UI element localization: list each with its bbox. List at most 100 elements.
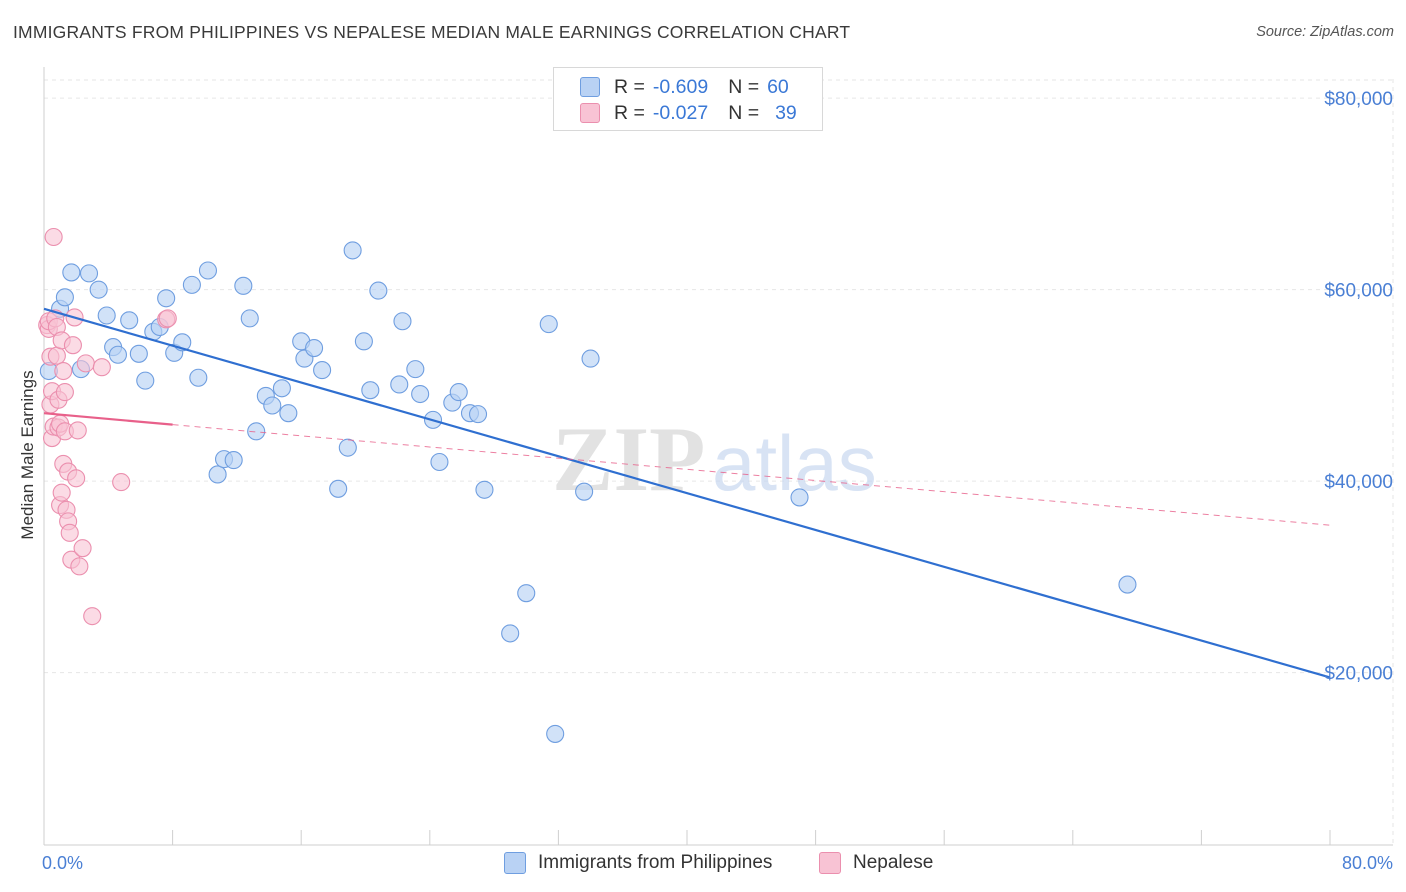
philippines-point bbox=[224, 451, 243, 470]
philippines-point bbox=[189, 368, 208, 387]
philippines-point bbox=[198, 261, 218, 280]
philippines-point bbox=[430, 452, 449, 472]
philippines-point bbox=[89, 280, 108, 299]
philippines-point bbox=[468, 405, 488, 424]
philippines-point bbox=[354, 332, 373, 351]
legend-r-value: -0.609 bbox=[652, 75, 709, 98]
philippines-point bbox=[411, 384, 430, 404]
philippines-point bbox=[501, 624, 520, 643]
nepalese-trend-line bbox=[43, 412, 173, 426]
legend-row-nepalese: R = -0.027 N = 39 bbox=[580, 102, 797, 124]
philippines-swatch bbox=[580, 77, 600, 97]
philippines-legend-swatch bbox=[504, 852, 526, 874]
y-tick-label: $20,000 bbox=[1324, 664, 1393, 685]
nepalese-point bbox=[76, 354, 95, 373]
chart-title: IMMIGRANTS FROM PHILIPPINES VS NEPALESE … bbox=[13, 22, 851, 42]
nepalese-point bbox=[60, 523, 79, 542]
watermark: ZIP atlas bbox=[552, 408, 877, 510]
philippines-point bbox=[575, 482, 594, 501]
nepalese-point bbox=[92, 358, 111, 377]
nepalese-point bbox=[83, 607, 102, 626]
philippines-point bbox=[157, 289, 176, 308]
philippines-point bbox=[539, 315, 558, 334]
philippines-point bbox=[546, 724, 565, 743]
philippines-point bbox=[55, 288, 74, 307]
philippines-points bbox=[39, 241, 1137, 743]
philippines-point bbox=[129, 344, 148, 363]
legend-r-label: R = bbox=[614, 75, 645, 98]
nepalese-point bbox=[44, 227, 63, 247]
x-tick-label-max: 80.0% bbox=[1342, 853, 1393, 873]
chart-source: Source: ZipAtlas.com bbox=[1256, 24, 1394, 40]
y-tick-labels: $80,000 $60,000 $40,000 $20,000 bbox=[1324, 89, 1393, 685]
philippines-point bbox=[369, 281, 388, 300]
philippines-point bbox=[390, 375, 409, 394]
philippines-point bbox=[343, 241, 362, 260]
nepalese-swatch bbox=[580, 103, 600, 123]
correlation-legend: R = -0.609 N = 60 R = -0.027 N = 39 bbox=[553, 67, 823, 131]
philippines-point bbox=[247, 422, 266, 441]
philippines-point bbox=[449, 383, 468, 402]
legend-item-nepalese: Nepalese bbox=[819, 852, 933, 874]
philippines-point bbox=[272, 379, 291, 398]
legend-r-value: -0.027 bbox=[652, 101, 709, 124]
legend-n-label: N = bbox=[728, 75, 760, 98]
philippines-point bbox=[136, 371, 155, 390]
philippines-point bbox=[338, 438, 357, 457]
y-axis-label: Median Male Earnings bbox=[18, 370, 37, 539]
legend-r-label: R = bbox=[614, 101, 645, 124]
legend-row-philippines: R = -0.609 N = 60 bbox=[580, 76, 789, 98]
nepalese-point bbox=[63, 336, 82, 355]
nepalese-trend-dashed bbox=[172, 424, 1331, 526]
legend-n-label: N = bbox=[728, 101, 760, 124]
x-tick-label-min: 0.0% bbox=[42, 853, 83, 873]
philippines-point bbox=[234, 276, 253, 295]
philippines-point bbox=[79, 264, 99, 283]
trend-lines bbox=[43, 307, 1331, 679]
nepalese-point bbox=[70, 557, 89, 576]
nepalese-point bbox=[73, 539, 92, 558]
philippines-point bbox=[1118, 575, 1137, 594]
nepalese-legend-swatch bbox=[819, 852, 841, 874]
nepalese-point bbox=[68, 421, 87, 440]
philippines-point bbox=[329, 479, 348, 498]
y-tick-label: $80,000 bbox=[1324, 89, 1393, 110]
nepalese-legend-label: Nepalese bbox=[853, 852, 934, 873]
philippines-point bbox=[208, 465, 227, 484]
y-tick-label: $40,000 bbox=[1324, 472, 1393, 493]
philippines-point bbox=[182, 275, 201, 294]
philippines-point bbox=[517, 584, 536, 603]
philippines-point bbox=[62, 263, 81, 282]
legend-n-value: 60 bbox=[767, 75, 789, 98]
axes bbox=[43, 67, 1393, 846]
nepalese-point bbox=[158, 309, 177, 328]
nepalese-point bbox=[54, 361, 73, 381]
philippines-point bbox=[120, 311, 139, 330]
philippines-point bbox=[108, 345, 127, 364]
legend-n-value: 39 bbox=[775, 101, 797, 124]
philippines-point bbox=[393, 312, 412, 331]
philippines-point bbox=[305, 339, 324, 358]
philippines-point bbox=[406, 360, 425, 379]
philippines-point bbox=[279, 404, 298, 423]
nepalese-point bbox=[112, 473, 131, 492]
philippines-point bbox=[475, 480, 494, 499]
philippines-legend-label: Immigrants from Philippines bbox=[538, 852, 773, 873]
nepalese-point bbox=[52, 483, 71, 502]
watermark-zip: ZIP bbox=[552, 408, 705, 510]
nepalese-points bbox=[38, 227, 177, 626]
nepalese-point bbox=[55, 383, 74, 402]
legend-item-philippines: Immigrants from Philippines bbox=[504, 852, 772, 874]
philippines-point bbox=[361, 381, 380, 400]
y-tick-label: $60,000 bbox=[1324, 281, 1393, 302]
philippines-point bbox=[263, 396, 282, 415]
nepalese-point bbox=[67, 469, 86, 488]
philippines-point bbox=[790, 488, 809, 507]
philippines-point bbox=[581, 349, 600, 368]
philippines-trend-line bbox=[43, 307, 1331, 679]
philippines-point bbox=[97, 306, 116, 325]
philippines-point bbox=[240, 309, 259, 328]
nepalese-point bbox=[47, 346, 66, 365]
philippines-point bbox=[313, 361, 332, 380]
